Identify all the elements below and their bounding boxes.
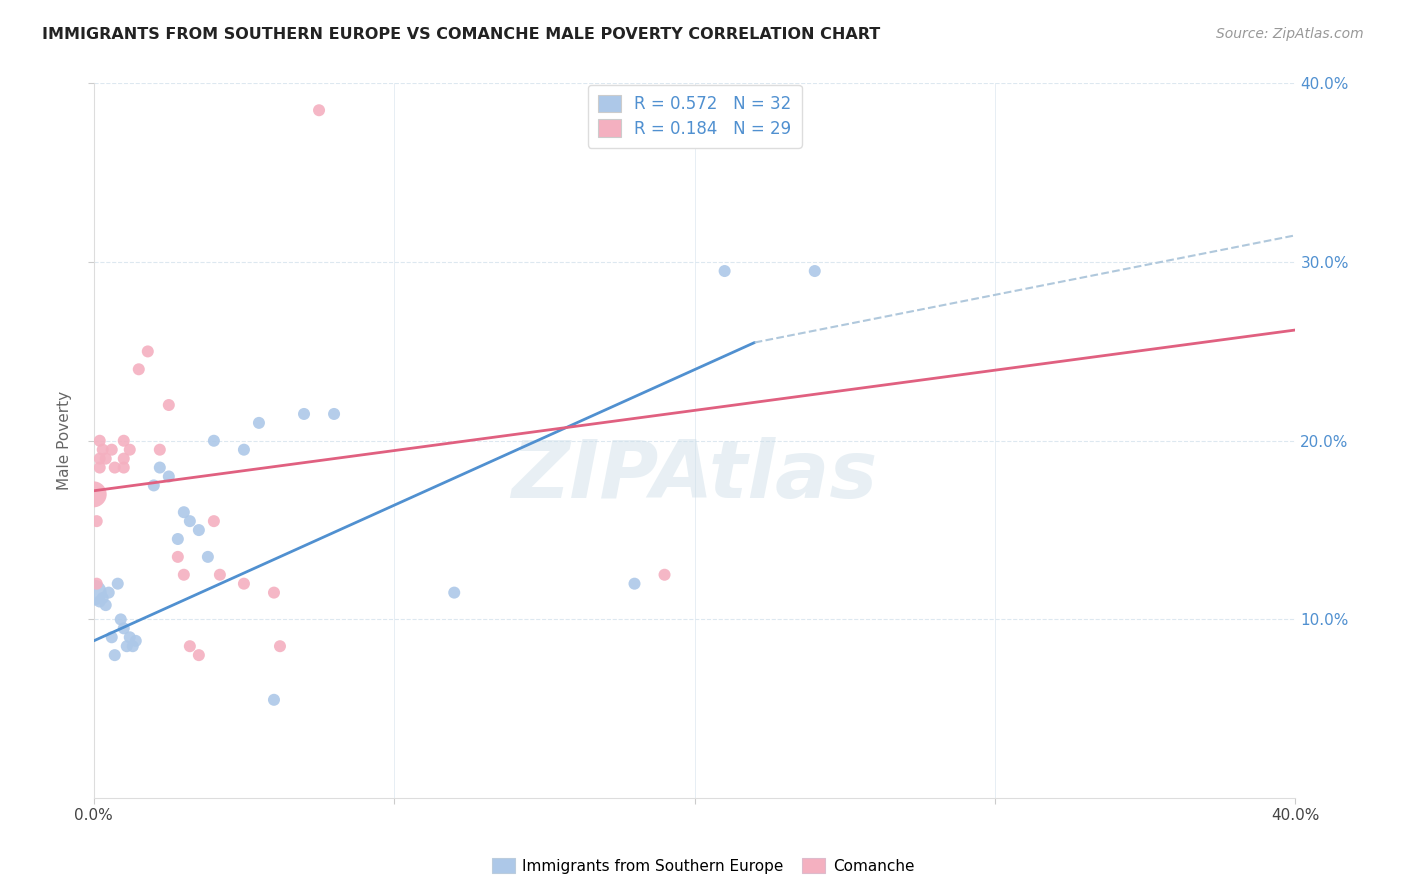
Point bbox=[149, 442, 172, 457]
Point bbox=[128, 362, 150, 376]
Point bbox=[292, 407, 315, 421]
Point bbox=[89, 451, 111, 466]
Legend: R = 0.572   N = 32, R = 0.184   N = 29: R = 0.572 N = 32, R = 0.184 N = 29 bbox=[588, 85, 801, 148]
Point bbox=[112, 621, 135, 635]
Point bbox=[104, 648, 127, 662]
Point bbox=[118, 630, 141, 644]
Point bbox=[107, 576, 129, 591]
Point bbox=[125, 633, 148, 648]
Point bbox=[263, 693, 285, 707]
Point bbox=[623, 576, 645, 591]
Point bbox=[232, 442, 254, 457]
Point bbox=[94, 598, 117, 612]
Point bbox=[149, 460, 172, 475]
Point bbox=[112, 451, 135, 466]
Point bbox=[91, 442, 114, 457]
Point bbox=[136, 344, 159, 359]
Point bbox=[323, 407, 346, 421]
Point bbox=[89, 460, 111, 475]
Point bbox=[308, 103, 330, 118]
Point bbox=[232, 576, 254, 591]
Point bbox=[713, 264, 735, 278]
Point bbox=[110, 612, 132, 626]
Point bbox=[443, 585, 465, 599]
Point bbox=[83, 585, 105, 599]
Point bbox=[166, 532, 188, 546]
Point bbox=[166, 549, 188, 564]
Point bbox=[142, 478, 165, 492]
Point bbox=[97, 585, 120, 599]
Point bbox=[115, 639, 138, 653]
Point bbox=[187, 648, 209, 662]
Point bbox=[83, 487, 105, 501]
Point bbox=[187, 523, 209, 537]
Point bbox=[112, 460, 135, 475]
Point bbox=[91, 591, 114, 605]
Point bbox=[104, 460, 127, 475]
Point bbox=[197, 549, 219, 564]
Text: Source: ZipAtlas.com: Source: ZipAtlas.com bbox=[1216, 27, 1364, 41]
Point bbox=[86, 576, 108, 591]
Point bbox=[654, 567, 676, 582]
Point bbox=[157, 398, 180, 412]
Point bbox=[803, 264, 825, 278]
Point bbox=[247, 416, 270, 430]
Point bbox=[202, 434, 225, 448]
Point bbox=[89, 594, 111, 608]
Point bbox=[118, 442, 141, 457]
Point bbox=[173, 505, 195, 519]
Point bbox=[112, 434, 135, 448]
Point bbox=[89, 434, 111, 448]
Point bbox=[173, 567, 195, 582]
Point bbox=[179, 639, 201, 653]
Legend: Immigrants from Southern Europe, Comanche: Immigrants from Southern Europe, Comanch… bbox=[485, 852, 921, 880]
Point bbox=[94, 451, 117, 466]
Text: ZIPAtlas: ZIPAtlas bbox=[512, 437, 877, 516]
Point bbox=[263, 585, 285, 599]
Text: IMMIGRANTS FROM SOUTHERN EUROPE VS COMANCHE MALE POVERTY CORRELATION CHART: IMMIGRANTS FROM SOUTHERN EUROPE VS COMAN… bbox=[42, 27, 880, 42]
Point bbox=[269, 639, 291, 653]
Point bbox=[100, 630, 122, 644]
Point bbox=[208, 567, 231, 582]
Point bbox=[86, 514, 108, 528]
Y-axis label: Male Poverty: Male Poverty bbox=[58, 392, 72, 491]
Point bbox=[121, 639, 143, 653]
Point bbox=[179, 514, 201, 528]
Point bbox=[100, 442, 122, 457]
Point bbox=[202, 514, 225, 528]
Point bbox=[157, 469, 180, 483]
